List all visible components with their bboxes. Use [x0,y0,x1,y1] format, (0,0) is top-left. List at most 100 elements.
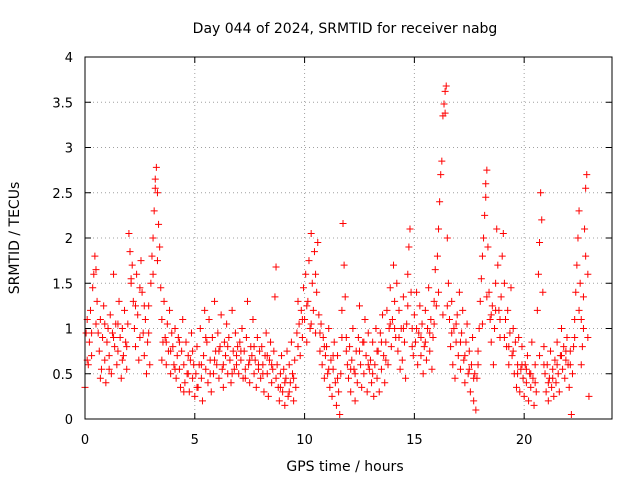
data-point [156,243,164,251]
data-point [174,334,182,342]
data-point [88,329,96,337]
data-point [283,347,291,355]
data-point [280,365,288,373]
data-point [181,379,189,387]
data-point [298,334,306,342]
y-tick-label: 3.5 [52,96,73,111]
data-point [415,329,423,337]
data-point [480,234,488,242]
data-point [141,315,149,323]
data-point [110,334,118,342]
data-point [269,365,277,373]
data-point [498,252,506,260]
data-point [353,379,361,387]
data-point [579,293,587,301]
data-point [92,320,100,328]
data-point [318,361,326,369]
data-point [319,334,327,342]
data-point [189,374,197,382]
data-point [295,320,303,328]
data-point [276,370,284,378]
data-point [95,347,103,355]
data-point [562,356,570,364]
data-point [349,325,357,332]
data-point [456,338,464,346]
data-point [419,370,427,378]
data-point [162,338,170,346]
data-point [88,352,96,360]
data-point [369,370,377,378]
data-point [106,311,114,319]
data-point [137,257,145,265]
data-point [327,356,335,364]
data-point [499,229,507,237]
data-point [218,365,226,373]
data-point [488,302,496,310]
data-point [505,361,513,369]
data-point [416,302,424,310]
data-point [211,297,219,305]
data-point [497,293,505,301]
x-axis-label: GPS time / hours [286,459,403,475]
data-point [238,325,246,332]
data-point [259,370,267,378]
data-point [485,288,493,296]
data-point [544,397,552,405]
data-point [435,288,443,296]
data-point [313,288,321,296]
data-point [360,338,368,346]
data-point [127,275,135,283]
data-point [94,329,102,337]
data-point [509,325,517,332]
data-point [400,338,408,346]
data-point [222,352,230,360]
data-point [493,225,501,233]
data-point [307,320,315,328]
data-point [455,288,463,296]
data-point [298,315,306,323]
data-point [297,306,305,314]
data-point [325,365,333,373]
data-point [565,383,573,391]
data-point [220,338,228,346]
data-point [428,365,436,373]
data-point [125,229,133,237]
data-point [146,361,154,369]
data-point [316,329,324,337]
x-tick-label: 5 [191,433,199,448]
data-point [461,352,469,360]
data-point [368,379,376,387]
data-point [226,356,234,364]
data-point [478,252,486,260]
data-point [431,266,439,274]
data-point [362,352,370,360]
data-point [201,306,209,314]
data-point [207,388,215,396]
data-point [520,392,528,400]
data-point [180,361,188,369]
data-point [204,379,212,387]
data-point [413,288,421,296]
data-point [425,284,433,292]
data-point [113,361,121,369]
data-point [553,361,561,369]
data-point [487,311,495,319]
data-point [161,334,169,342]
data-point [448,297,456,305]
data-point [235,370,243,378]
data-point [228,370,236,378]
data-point [541,370,549,378]
data-point [573,261,581,269]
data-point [241,374,249,382]
data-point [97,365,105,373]
data-point [236,338,244,346]
data-point [449,361,457,369]
data-point [314,239,322,247]
data-point [128,261,136,269]
data-point [133,270,141,278]
data-point [561,374,569,382]
data-point [568,370,576,378]
data-point [340,261,348,269]
data-point [184,352,192,360]
